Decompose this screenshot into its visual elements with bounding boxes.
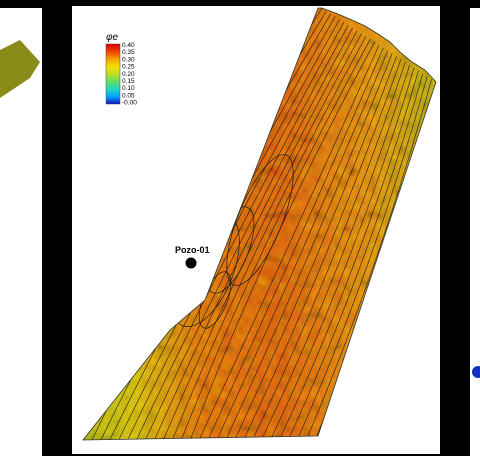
legend-color-bar	[105, 43, 121, 105]
legend-tick-label: 0.05	[122, 92, 135, 99]
legend-tick-label: -0.00	[122, 100, 137, 107]
legend-tick-label: 0.10	[122, 85, 135, 92]
contour-line	[154, 30, 358, 440]
right-panel-fragment	[470, 8, 480, 456]
contour-line	[235, 56, 397, 438]
contour-line	[172, 36, 367, 439]
legend-tick-label: 0.25	[122, 64, 135, 71]
contour-line	[253, 61, 406, 438]
contour-loop	[226, 154, 294, 286]
contour-line	[181, 39, 371, 439]
right-fragment-marker	[472, 366, 480, 378]
contour-line	[163, 33, 362, 439]
contour-line	[226, 53, 393, 438]
contour-line	[289, 73, 424, 437]
contour-line	[208, 47, 384, 439]
contour-line	[271, 67, 415, 438]
legend-tick-label: 0.35	[122, 49, 135, 56]
contour-line	[199, 44, 380, 439]
left-map-fragment	[0, 40, 40, 98]
contour-line	[307, 79, 432, 437]
legend-tick-label: 0.20	[122, 71, 135, 78]
contour-line	[217, 50, 389, 439]
legend-tick-label: 0.15	[122, 78, 135, 85]
contour-line	[280, 70, 419, 438]
contour-line	[190, 41, 375, 439]
contour-line	[145, 27, 353, 440]
well-label: Pozo-01	[175, 245, 210, 255]
map-outline	[82, 7, 437, 441]
well-marker	[185, 257, 197, 269]
color-legend: φe 0.400.350.300.250.200.150.100.05-0.00	[105, 32, 137, 107]
contour-line	[298, 76, 428, 437]
contour-line	[244, 59, 402, 438]
legend-tick-label: 0.30	[122, 56, 135, 63]
legend-tick-label: 0.40	[122, 42, 135, 49]
contour-line	[136, 24, 349, 440]
well-pozo-01: Pozo-01	[175, 245, 210, 269]
legend-title: φe	[106, 32, 119, 43]
contour-line	[262, 64, 411, 438]
